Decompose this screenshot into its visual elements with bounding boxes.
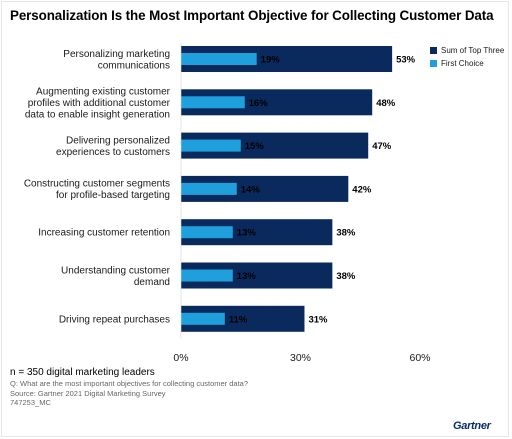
x-tick-label-1: 30% <box>290 352 311 364</box>
legend-item-first-choice: First Choice <box>430 57 504 70</box>
data-label-first-choice-3: 14% <box>241 184 261 195</box>
x-tick-label-2: 60% <box>409 352 430 364</box>
category-label-5-line-0: Understanding customer <box>61 265 171 276</box>
sample-size-note: n = 350 digital marketing leaders <box>10 367 155 378</box>
bar-first-choice-4 <box>181 226 233 239</box>
category-label-5-line-1: demand <box>134 277 170 288</box>
question-note: Q: What are the most important objective… <box>10 379 249 388</box>
category-label-3-line-0: Constructing customer segments <box>24 179 170 190</box>
category-label-1-line-2: data to enable insight generation <box>25 109 170 120</box>
bar-first-choice-1 <box>181 96 245 109</box>
bar-first-choice-6 <box>181 312 225 325</box>
data-label-top-three-5: 38% <box>336 271 356 282</box>
legend-label-top-three: Sum of Top Three <box>441 46 505 55</box>
legend-item-top-three: Sum of Top Three <box>430 44 504 57</box>
category-label-2-line-0: Delivering personalized <box>66 135 170 146</box>
category-label-6-line-0: Driving repeat purchases <box>59 314 170 325</box>
data-label-top-three-4: 38% <box>336 228 356 239</box>
footer: n = 350 digital marketing leaders Q: Wha… <box>10 366 410 408</box>
category-label-4-line-0: Increasing customer retention <box>38 228 170 239</box>
data-label-top-three-3: 42% <box>352 184 372 195</box>
data-label-first-choice-0: 19% <box>261 55 281 66</box>
bar-first-choice-2 <box>181 139 241 152</box>
data-label-first-choice-1: 16% <box>249 98 269 109</box>
data-label-top-three-1: 48% <box>376 98 396 109</box>
category-label-2-line-1: experiences to customers <box>56 147 170 158</box>
gartner-logo: Gartner <box>453 420 491 432</box>
chart-id: 747253_MC <box>10 398 51 407</box>
category-label-1-line-0: Augmenting existing customer <box>36 86 171 97</box>
data-label-top-three-6: 31% <box>308 314 328 325</box>
data-label-top-three-2: 47% <box>372 141 392 152</box>
source-note: Source: Gartner 2021 Digital Marketing S… <box>10 388 166 398</box>
data-label-first-choice-4: 13% <box>237 228 257 239</box>
legend-swatch-top-three <box>430 47 437 54</box>
bar-first-choice-5 <box>181 269 233 282</box>
data-label-first-choice-2: 15% <box>245 141 265 152</box>
data-label-first-choice-6: 11% <box>229 314 248 325</box>
bar-first-choice-3 <box>181 182 237 195</box>
data-label-top-three-0: 53% <box>396 55 416 66</box>
legend-label-first-choice: First Choice <box>441 59 484 68</box>
category-label-3-line-1: for profile-based targeting <box>56 190 170 201</box>
data-label-first-choice-5: 13% <box>237 271 257 282</box>
legend: Sum of Top Three First Choice <box>430 44 504 70</box>
chart-title: Personalization Is the Most Important Ob… <box>10 8 494 23</box>
x-tick-label-0: 0% <box>173 352 188 364</box>
bar-first-choice-0 <box>181 53 257 65</box>
legend-swatch-first-choice <box>430 60 437 67</box>
category-label-0-line-1: communications <box>98 60 170 71</box>
category-label-0-line-0: Personalizing marketing <box>63 49 170 60</box>
category-label-1-line-1: profiles with additional customer <box>28 98 171 109</box>
